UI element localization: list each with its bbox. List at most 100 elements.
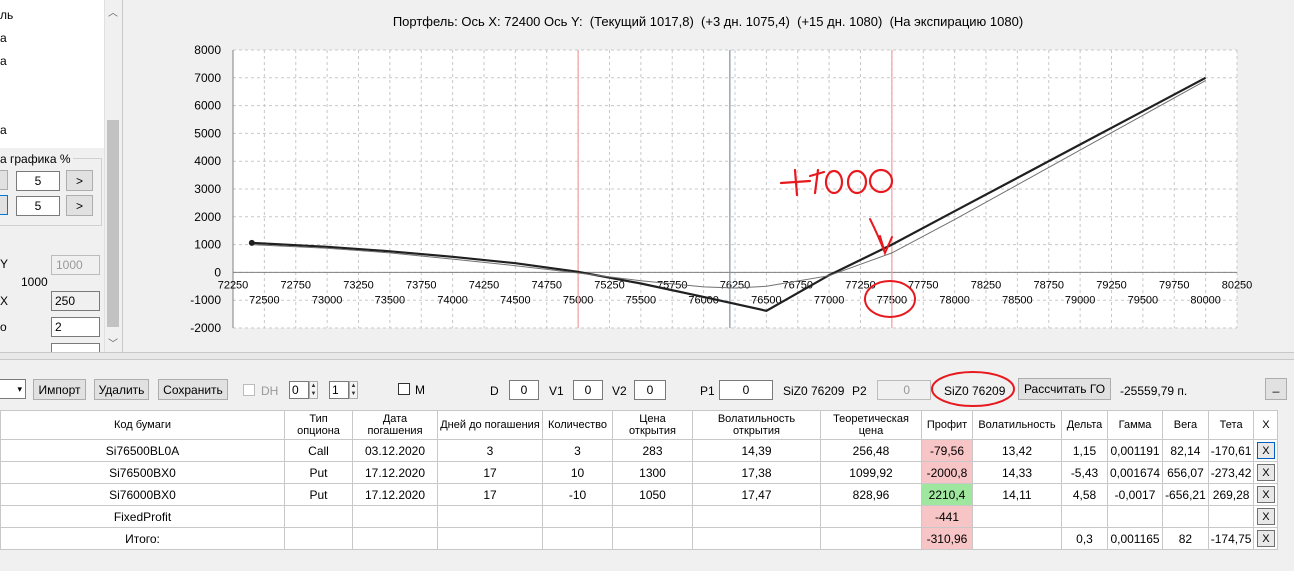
remove-row-button[interactable]: X	[1253, 461, 1279, 484]
table-cell: -310,96	[921, 527, 973, 550]
column-header[interactable]: Волатильность открытия	[692, 410, 821, 440]
table-cell: 14,33	[972, 461, 1062, 484]
column-header[interactable]: Дата погашения	[352, 410, 438, 440]
scroll-down-icon[interactable]: ﹀	[108, 339, 118, 350]
table-cell	[972, 505, 1062, 528]
v2-label: V2	[612, 384, 627, 398]
column-header[interactable]: Гамма	[1106, 410, 1164, 440]
x-tick-label: 73750	[406, 279, 437, 291]
d-input[interactable]: 0	[509, 380, 539, 400]
y-label: Y	[0, 257, 9, 271]
left-scrollbar-thumb[interactable]	[107, 120, 119, 327]
table-row[interactable]: Si76500BL0A Call 03.12.2020 3 3 283 14,39 256,4…	[0, 439, 1279, 462]
x-tick-label: 74750	[531, 279, 562, 291]
left-label-1: ль	[0, 8, 14, 22]
column-header[interactable]: Профит	[921, 410, 973, 440]
spin1-input[interactable]: 0	[289, 381, 309, 399]
close-icon[interactable]: X	[1256, 464, 1275, 481]
combo-box[interactable]: ▾	[0, 379, 26, 399]
column-header[interactable]: Дней до погашения	[437, 410, 543, 440]
x-tick-label: 73500	[375, 294, 406, 306]
scroll-up-icon[interactable]: ︿	[108, 8, 118, 19]
m-label: M	[415, 383, 425, 397]
v1-input[interactable]: 0	[573, 380, 603, 400]
positions-table: Код бумаги Тип опциона Дата погашения Дней …	[0, 410, 1279, 550]
table-cell	[612, 527, 693, 550]
scale-row1-input[interactable]: 5	[16, 171, 60, 191]
x-tick-label: 74500	[500, 294, 531, 306]
scale-row2-next-button[interactable]: >	[66, 195, 93, 216]
table-cell: 82,14	[1162, 439, 1209, 462]
remove-row-button[interactable]: X	[1253, 439, 1279, 462]
x-tick-label: 78500	[1002, 294, 1033, 306]
column-header[interactable]: X	[1253, 410, 1279, 440]
table-cell: -170,61	[1207, 439, 1255, 462]
m-checkbox[interactable]	[398, 383, 410, 395]
scale-row1-left-button[interactable]	[0, 170, 8, 190]
p2-input[interactable]: 0	[877, 380, 931, 400]
table-cell: 1,15	[1061, 439, 1108, 462]
table-cell: 828,96	[820, 483, 922, 506]
table-row[interactable]: Si76000BX0 Put 17.12.2020 17 -10 1050 17,47 828…	[0, 483, 1279, 506]
column-header[interactable]: Цена открытия	[612, 410, 693, 440]
table-cell: 1050	[612, 483, 693, 506]
y-input[interactable]: 1000	[51, 255, 100, 275]
table-cell	[437, 527, 543, 550]
table-row[interactable]: Si76500BX0 Put 17.12.2020 17 10 1300 17,38 1099…	[0, 461, 1279, 484]
scale-row1-next-button[interactable]: >	[66, 170, 93, 191]
column-header[interactable]: Количество	[542, 410, 613, 440]
delete-button[interactable]: Удалить	[94, 379, 149, 400]
table-cell: 14,39	[692, 439, 821, 462]
column-header[interactable]: Теоретическая цена	[820, 410, 922, 440]
column-header[interactable]: Тета	[1207, 410, 1255, 440]
scale-row2-left-button[interactable]	[0, 195, 8, 215]
y-tick-label: -2000	[190, 321, 221, 335]
x-tick-label: 80250	[1222, 279, 1253, 291]
scale-row2-input[interactable]: 5	[16, 196, 60, 216]
table-cell: 14,11	[972, 483, 1062, 506]
p1-input[interactable]: 0	[719, 380, 773, 400]
table-cell: 656,07	[1162, 461, 1209, 484]
close-icon[interactable]: X	[1256, 508, 1275, 525]
dh-checkbox[interactable]	[243, 384, 255, 396]
table-cell: -5,43	[1061, 461, 1108, 484]
table-cell: 269,28	[1207, 483, 1255, 506]
column-header[interactable]: Вега	[1162, 410, 1209, 440]
remove-row-button[interactable]: X	[1253, 527, 1279, 550]
d-label: D	[490, 384, 499, 398]
remove-row-button[interactable]: X	[1253, 483, 1279, 506]
last-input[interactable]: 2	[51, 317, 100, 337]
table-row[interactable]: FixedProfit -441 X	[0, 505, 1279, 528]
table-row[interactable]: Итого: -310,96 0,3 0,001165 82 -174,75 X	[0, 527, 1279, 550]
import-button[interactable]: Импорт	[33, 379, 86, 400]
remove-row-button[interactable]: X	[1253, 505, 1279, 528]
table-cell: FixedProfit	[0, 505, 285, 528]
series-start-point	[248, 239, 255, 246]
close-icon[interactable]: X	[1256, 442, 1275, 459]
partial-input[interactable]	[51, 343, 100, 352]
splitter[interactable]	[0, 352, 1294, 360]
table-cell: 283	[612, 439, 693, 462]
spin2-arrows[interactable]: ▲ ▼	[349, 381, 358, 399]
close-icon[interactable]: X	[1256, 530, 1275, 547]
spin2-input[interactable]: 1	[329, 381, 349, 399]
column-header[interactable]: Дельта	[1061, 410, 1108, 440]
y-tick-label: 3000	[194, 182, 221, 196]
x-input[interactable]: 250	[51, 291, 100, 311]
series-line-2	[251, 80, 1206, 289]
table-cell: 17	[437, 461, 543, 484]
close-icon[interactable]: X	[1256, 486, 1275, 503]
x-tick-label: 76500	[751, 294, 782, 306]
v2-input[interactable]: 0	[634, 380, 666, 400]
column-header[interactable]: Код бумаги	[0, 410, 285, 440]
column-header[interactable]: Тип опциона	[284, 410, 353, 440]
v1-label: V1	[549, 384, 564, 398]
p1-label: P1	[700, 384, 715, 398]
spin1-arrows[interactable]: ▲ ▼	[309, 381, 318, 399]
left-label-2: а	[0, 31, 7, 45]
table-cell	[1106, 505, 1164, 528]
save-button[interactable]: Сохранить	[158, 379, 228, 400]
column-header[interactable]: Волатильность	[972, 410, 1062, 440]
minimize-button[interactable]: _	[1265, 378, 1287, 400]
calculate-go-button[interactable]: Рассчитать ГО	[1018, 378, 1111, 400]
